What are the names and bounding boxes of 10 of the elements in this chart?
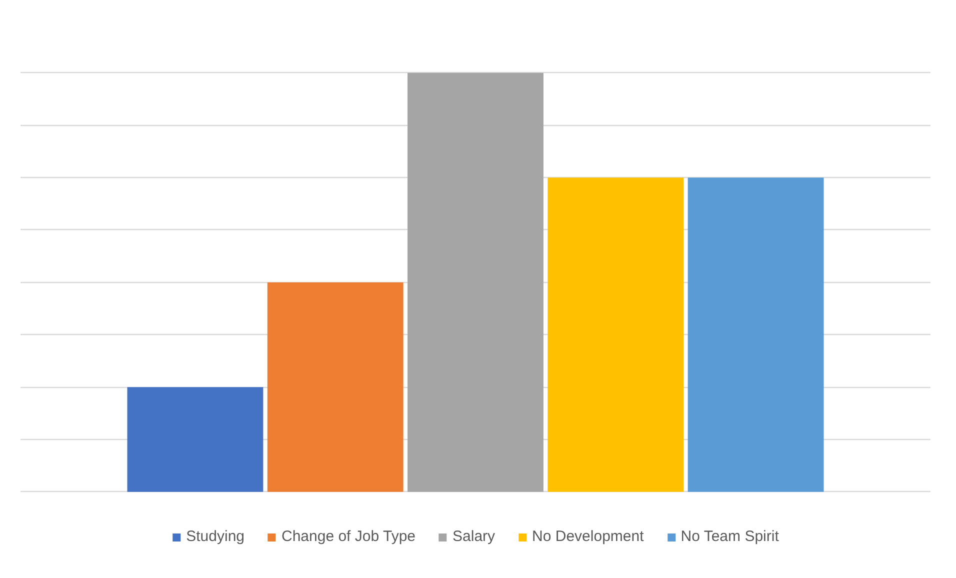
bar <box>267 282 404 492</box>
legend-label: No Development <box>532 528 644 545</box>
legend-label: Change of Job Type <box>282 528 416 545</box>
bar <box>688 178 824 492</box>
bar <box>408 72 544 492</box>
legend-label: Salary <box>452 528 496 545</box>
bar <box>548 178 684 492</box>
legend-label: Studying <box>186 528 245 545</box>
bar <box>127 387 264 492</box>
legend-label: No Team Spirit <box>680 528 779 545</box>
